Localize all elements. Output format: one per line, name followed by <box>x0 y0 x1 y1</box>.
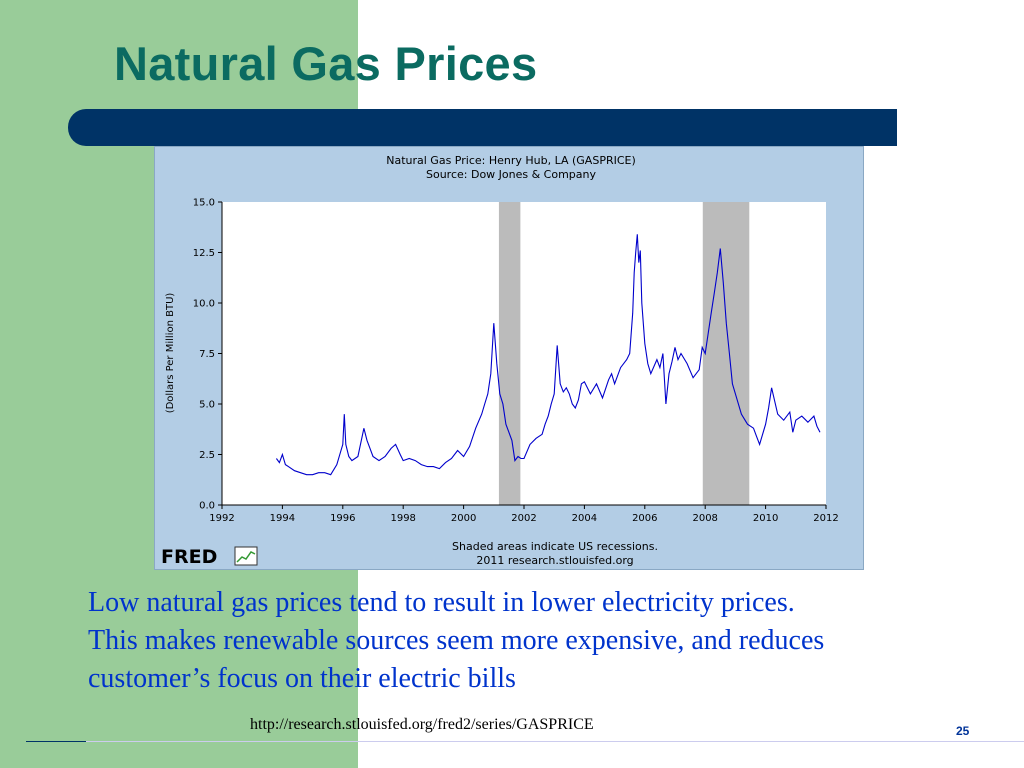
x-tick-label: 2004 <box>572 513 597 524</box>
chart-footer-recessions: Shaded areas indicate US recessions. <box>452 540 658 553</box>
slide-title: Natural Gas Prices <box>114 37 538 90</box>
y-tick-label: 5.0 <box>199 400 215 411</box>
title-divider-bar <box>68 109 897 146</box>
x-tick-label: 2000 <box>451 513 476 524</box>
y-tick-label: 12.5 <box>193 248 215 259</box>
slide-caption: Low natural gas prices tend to result in… <box>88 584 1008 698</box>
y-tick-label: 7.5 <box>199 349 215 360</box>
caption-line-1: Low natural gas prices tend to result in… <box>88 587 795 618</box>
x-tick-label: 2008 <box>692 513 717 524</box>
recession-shading <box>498 202 750 505</box>
chart-title: Natural Gas Price: Henry Hub, LA (GASPRI… <box>386 154 636 167</box>
caption-line-3: customer’s focus on their electric bills <box>88 663 516 694</box>
slide-number: 25 <box>956 724 970 738</box>
x-tick-label: 2010 <box>753 513 778 524</box>
x-tick-label: 1998 <box>390 513 415 524</box>
fred-logo-icon <box>234 546 258 566</box>
fred-logo: FRED <box>161 546 258 567</box>
y-axis-label: (Dollars Per Million BTU) <box>165 293 176 414</box>
recession-band-2 <box>702 202 750 505</box>
x-tick-label: 2012 <box>813 513 838 524</box>
y-tick-label: 0.0 <box>199 501 215 512</box>
fred-logo-text: FRED <box>161 546 217 567</box>
chart-canvas: Natural Gas Price: Henry Hub, LA (GASPRI… <box>165 154 839 567</box>
x-ticks: 1992 1994 1996 1998 2000 2002 2004 2006 2008 2010… <box>209 505 839 524</box>
x-tick-label: 1994 <box>270 513 295 524</box>
chart-footer-source: 2011 research.stlouisfed.org <box>476 554 633 567</box>
x-tick-label: 1992 <box>209 513 234 524</box>
x-tick-label: 2006 <box>632 513 657 524</box>
x-tick-label: 2002 <box>511 513 536 524</box>
source-url[interactable]: http://research.stlouisfed.org/fred2/ser… <box>250 716 594 733</box>
y-tick-label: 15.0 <box>193 198 215 209</box>
recession-band-1 <box>498 202 521 505</box>
caption-line-2: This makes renewable sources seem more e… <box>88 625 825 656</box>
footer-divider <box>86 741 1024 742</box>
x-tick-label: 1996 <box>330 513 355 524</box>
fred-chart: Natural Gas Price: Henry Hub, LA (GASPRI… <box>154 146 864 570</box>
y-tick-label: 2.5 <box>199 450 215 461</box>
chart-subtitle: Source: Dow Jones & Company <box>426 168 597 181</box>
y-ticks: 0.0 2.5 5.0 7.5 10.0 12.5 15.0 <box>193 198 222 512</box>
fred-logo-sparkline-icon <box>236 551 256 563</box>
footer-divider-left <box>26 741 86 742</box>
y-tick-label: 10.0 <box>193 299 215 310</box>
gas-price-line <box>275 234 821 476</box>
